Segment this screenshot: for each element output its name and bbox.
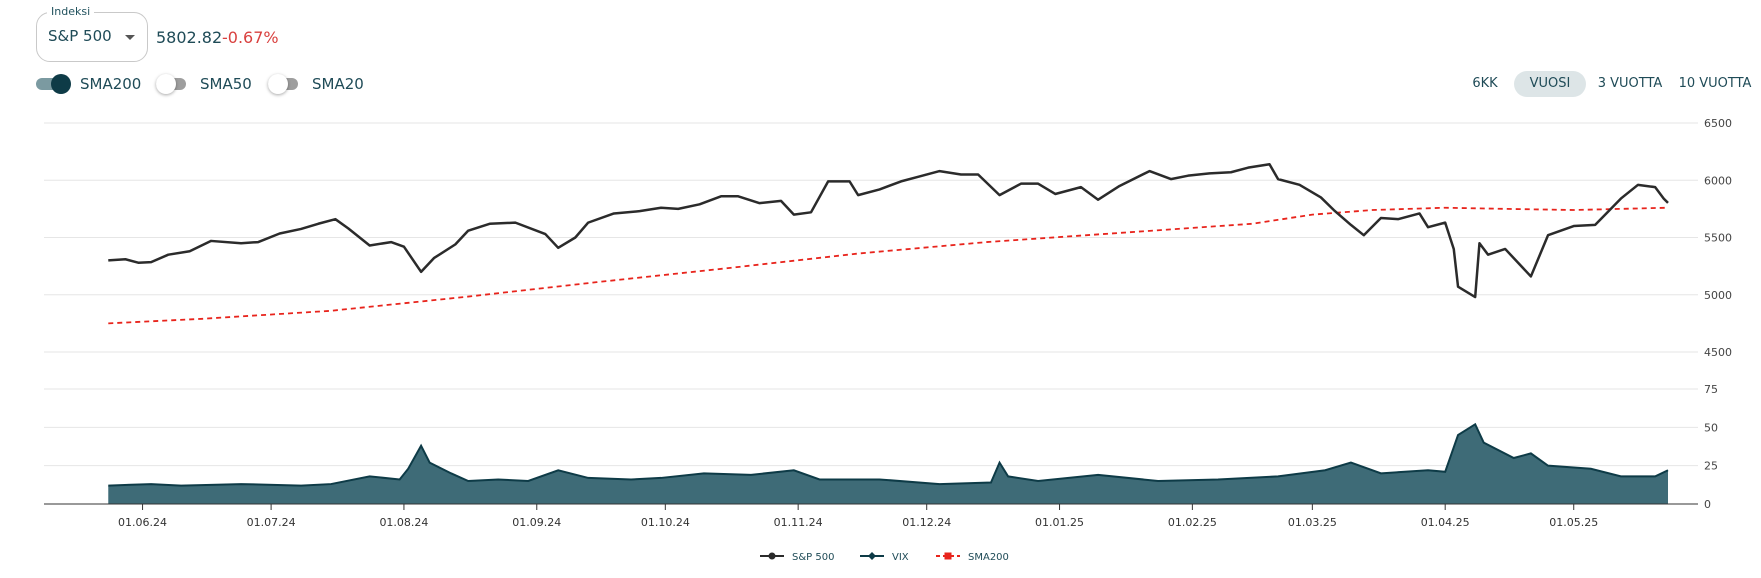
index-price: 5802.82 <box>156 28 223 47</box>
x-tick-label: 01.11.24 <box>774 516 823 529</box>
toggle-sma50-label: SMA50 <box>200 75 252 93</box>
vix-series <box>108 422 1669 504</box>
index-change: -0.67% <box>222 28 279 47</box>
legend-marker <box>768 552 776 560</box>
index-select-legend: Indeksi <box>47 5 95 18</box>
x-tick-label: 01.06.24 <box>118 516 167 529</box>
sma200-series <box>108 206 1669 325</box>
period-3-vuotta-button[interactable]: 3 VUOTTA <box>1597 76 1663 91</box>
x-tick-label: 01.12.24 <box>902 516 951 529</box>
period-vuosi-button[interactable]: VUOSI <box>1514 71 1586 97</box>
legend-marker <box>944 552 952 560</box>
legend-marker <box>868 552 876 560</box>
x-tick-label: 01.03.25 <box>1288 516 1337 529</box>
x-tick-label: 01.01.25 <box>1035 516 1084 529</box>
toggle-knob <box>51 74 71 94</box>
period-6kk-button[interactable]: 6KK <box>1472 76 1498 91</box>
x-tick-label: 01.02.25 <box>1168 516 1217 529</box>
index-select-value: S&P 500 <box>48 27 112 45</box>
y-tick-label: 4500 <box>1704 346 1732 359</box>
chart-legend: S&P 500 VIX SMA200 <box>760 552 1009 563</box>
vix-line <box>108 422 1669 487</box>
x-tick-label: 01.07.24 <box>247 516 296 529</box>
toggle-sma200-label: SMA200 <box>80 75 142 93</box>
toggle-sma20-label: SMA20 <box>312 75 364 93</box>
y-tick-label: 75 <box>1704 383 1718 396</box>
chart-axes: 6500 6000 5500 5000 4500 75 50 25 0 01.06.24 01.07… <box>44 117 1732 529</box>
x-tick-label: 01.09.24 <box>512 516 561 529</box>
sp500-series <box>108 162 1669 299</box>
x-tick-label: 01.10.24 <box>641 516 690 529</box>
toggle-knob <box>268 74 288 94</box>
x-tick-label: 01.08.24 <box>379 516 428 529</box>
sma200-line <box>108 206 1669 325</box>
sp500-line <box>108 162 1669 299</box>
y-tick-label: 50 <box>1704 421 1718 434</box>
chart-grid <box>44 122 1698 505</box>
y-tick-label: 6000 <box>1704 174 1732 187</box>
vix-area <box>108 424 1669 504</box>
x-tick-label: 01.05.25 <box>1549 516 1598 529</box>
x-tick-label: 01.04.25 <box>1421 516 1470 529</box>
chevron-down-icon <box>125 35 135 40</box>
y-tick-label: 6500 <box>1704 117 1732 130</box>
y-tick-label: 5000 <box>1704 289 1732 302</box>
y-tick-label: 0 <box>1704 498 1711 511</box>
y-tick-label: 5500 <box>1704 232 1732 245</box>
legend-label-0: S&P 500 <box>792 552 834 563</box>
y-tick-label: 25 <box>1704 460 1718 473</box>
toggle-knob <box>156 74 176 94</box>
legend-label-2: SMA200 <box>968 552 1009 563</box>
legend-label-1: VIX <box>892 552 909 563</box>
period-10-vuotta-button[interactable]: 10 VUOTTA <box>1678 76 1752 91</box>
index-select[interactable]: Indeksi S&P 500 <box>36 5 148 62</box>
